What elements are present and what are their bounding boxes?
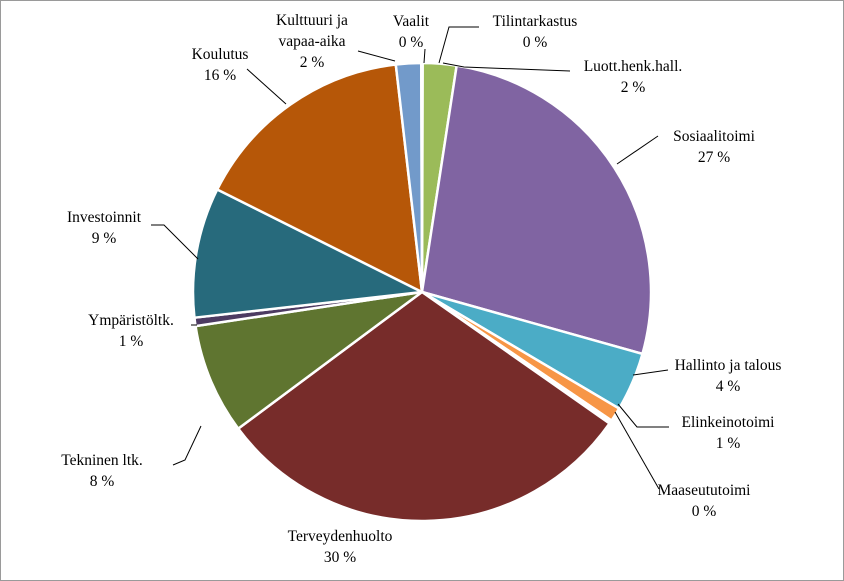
data-label-11: Kulttuuri ja vapaa-aika 2 %	[276, 12, 348, 71]
data-label-value: 2 %	[300, 54, 325, 71]
data-label-name: Luott.henk.hall.	[584, 58, 683, 75]
data-label-name: vapaa-aika	[278, 33, 345, 50]
data-label-2: Sosiaalitoimi 27 %	[673, 128, 756, 166]
data-label-name: Ympäristöltk.	[88, 312, 174, 329]
data-label-value: 0 %	[399, 34, 424, 51]
data-label-name: Elinkeinotoimi	[682, 414, 776, 431]
data-label-name: Sosiaalitoimi	[673, 128, 756, 145]
data-label-9: Investoinnit 9 %	[67, 209, 142, 247]
leader-line-5	[614, 411, 660, 490]
data-label-name: Koulutus	[192, 46, 249, 63]
pie-slice-6	[236, 290, 612, 523]
data-label-value: 9 %	[92, 230, 117, 247]
data-label-value: 27 %	[698, 149, 730, 166]
data-label-value: 30 %	[324, 549, 356, 566]
data-label-name: Terveydenhuolto	[288, 528, 393, 545]
data-label-4: Elinkeinotoimi 1 %	[682, 414, 776, 452]
data-label-12: Vaalit 0 %	[393, 13, 430, 51]
pie-slice-9	[191, 187, 427, 320]
leader-line-4	[617, 403, 669, 428]
leader-line-2	[616, 135, 659, 165]
data-label-value: 1 %	[716, 435, 741, 452]
data-label-name: Hallinto ja talous	[675, 357, 782, 374]
leader-line-7	[172, 425, 202, 466]
data-label-value: 1 %	[119, 333, 144, 350]
leader-line-9	[151, 224, 199, 260]
leader-line-1	[442, 62, 571, 72]
leader-line-0	[438, 26, 479, 64]
data-label-name: Tilintarkastus	[493, 13, 578, 30]
data-label-name: Vaalit	[393, 13, 430, 30]
leader-line-12	[423, 48, 426, 64]
data-label-8: Ympäristöltk. 1 %	[88, 312, 174, 350]
data-label-value: 4 %	[716, 378, 741, 395]
data-label-6: Terveydenhuolto 30 %	[288, 528, 393, 566]
pie-slice-10	[215, 63, 424, 295]
data-label-5: Maaseututoimi 0 %	[658, 482, 752, 520]
data-label-1: Luott.henk.hall. 2 %	[584, 58, 683, 96]
data-label-name: Investoinnit	[67, 209, 142, 226]
data-label-value: 2 %	[621, 79, 646, 96]
data-label-3: Hallinto ja talous 4 %	[675, 357, 782, 395]
pie-slice-7	[194, 290, 423, 431]
data-label-value: 0 %	[523, 34, 548, 51]
data-label-name: Maaseututoimi	[658, 482, 752, 499]
leader-line-10	[246, 68, 287, 105]
data-label-name: Tekninen ltk.	[61, 452, 143, 469]
data-label-name: Kulttuuri ja	[276, 12, 348, 29]
leader-line-11	[357, 50, 396, 62]
data-label-10: Koulutus 16 %	[192, 46, 249, 84]
data-label-value: 16 %	[204, 67, 236, 84]
pie-slice-2	[420, 64, 653, 356]
pie-slice-12	[420, 61, 424, 293]
data-label-value: 0 %	[692, 503, 717, 520]
data-label-0: Tilintarkastus 0 %	[493, 13, 578, 51]
leader-line-3	[632, 369, 669, 376]
data-label-value: 8 %	[90, 473, 115, 490]
data-label-7: Tekninen ltk. 8 %	[61, 452, 143, 490]
